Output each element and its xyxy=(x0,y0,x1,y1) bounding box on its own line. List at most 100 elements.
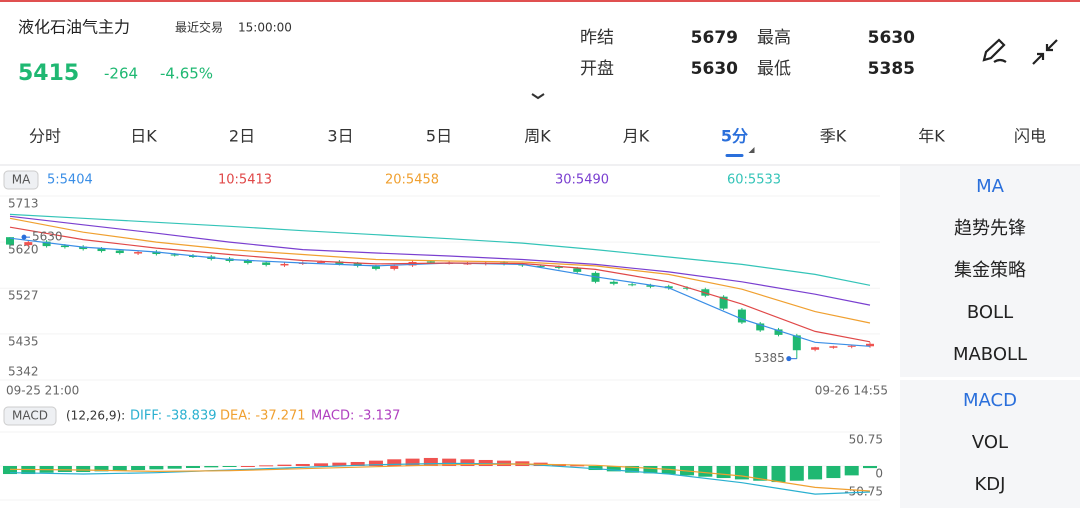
tab[interactable]: 月K xyxy=(623,127,650,146)
ma-line xyxy=(9,226,871,343)
edit-icon[interactable] xyxy=(982,38,1007,63)
macd-bar xyxy=(240,466,255,467)
macd-bar xyxy=(167,466,182,469)
candle-body xyxy=(152,251,161,255)
side-item[interactable]: KDJ xyxy=(975,474,1006,495)
candle-body xyxy=(683,287,692,289)
side-item[interactable]: MA xyxy=(976,176,1005,197)
expand-chevron[interactable] xyxy=(531,93,545,100)
tab[interactable]: 分时 xyxy=(29,127,61,146)
y-tick-label: 5342 xyxy=(8,365,39,379)
stat-label: 最高 xyxy=(757,28,791,48)
indicator: MACD xyxy=(12,409,48,423)
x-tick-label: 09-25 21:00 xyxy=(6,384,79,398)
macd-bar xyxy=(606,466,621,472)
candle-body xyxy=(628,284,637,286)
tab[interactable]: 5分 xyxy=(721,127,748,146)
change: -264 xyxy=(104,65,138,83)
y-tick-label: 5713 xyxy=(8,197,39,211)
candle-body xyxy=(24,242,33,246)
candle-body xyxy=(829,346,838,348)
ma-line xyxy=(9,237,871,347)
tab[interactable]: 闪电 xyxy=(1014,127,1046,146)
side-item[interactable]: 集金策略 xyxy=(954,260,1026,281)
ma-legend: 60:5533 xyxy=(727,173,781,188)
tab-caret xyxy=(748,147,755,153)
macd-legend: DIFF: -38.839 xyxy=(130,409,216,424)
stat-label: 开盘 xyxy=(580,59,614,79)
side-panel xyxy=(900,166,1080,508)
side-item[interactable]: MABOLL xyxy=(953,344,1027,365)
candle-body xyxy=(79,246,88,250)
tab[interactable]: 周K xyxy=(524,127,551,146)
candle-body xyxy=(811,347,820,350)
macd-bar xyxy=(863,466,877,469)
side-item[interactable]: MACD xyxy=(963,390,1017,411)
side-divider xyxy=(900,377,1080,380)
candle-body xyxy=(756,323,765,331)
ma-line xyxy=(9,215,871,306)
stat-value: 5630 xyxy=(691,59,738,79)
tab[interactable]: 年K xyxy=(918,127,945,146)
ma-legend: 10:5413 xyxy=(218,173,272,188)
candle-body xyxy=(774,329,783,335)
ma-line xyxy=(9,217,871,324)
macd-bar xyxy=(844,466,859,476)
y-tick-label: 5527 xyxy=(8,289,39,303)
stat-label: 昨结 xyxy=(580,28,614,48)
indicator: MA xyxy=(12,173,31,187)
side-item[interactable]: BOLL xyxy=(967,302,1013,323)
candle-body xyxy=(609,281,618,284)
y-tick-label: 5620 xyxy=(8,243,39,257)
macd-bar xyxy=(332,462,347,466)
candle-body xyxy=(719,296,728,309)
ma-legend: 20:5458 xyxy=(385,173,439,188)
ma-legend: 5:5404 xyxy=(47,173,93,188)
macd-bar xyxy=(808,466,823,480)
price: 5415 xyxy=(18,61,79,86)
change-pct: -4.65% xyxy=(160,65,213,83)
y-tick-label: -50.75 xyxy=(844,485,883,499)
candle-body xyxy=(134,252,143,254)
candle-body xyxy=(243,260,252,263)
indicator-box[interactable] xyxy=(3,170,39,190)
macd-bar xyxy=(588,466,603,471)
ma-legend: 30:5490 xyxy=(555,173,609,188)
candle-body xyxy=(115,250,124,254)
macd-bar xyxy=(753,466,768,481)
macd-bar xyxy=(771,466,786,483)
macd-bar xyxy=(277,464,292,466)
tab[interactable]: 季K xyxy=(820,127,847,146)
macd-params: (12,26,9): xyxy=(66,409,125,423)
low-label: 5385 xyxy=(754,351,785,365)
stat-value: 5385 xyxy=(868,59,915,79)
candle-body xyxy=(371,266,380,269)
candle-body xyxy=(792,335,801,351)
title: 液化石油气主力 xyxy=(18,18,130,37)
candle-body xyxy=(390,265,399,269)
macd-bar xyxy=(826,466,841,479)
tab[interactable]: 5日 xyxy=(426,127,452,146)
shrink-icon[interactable] xyxy=(1032,39,1058,65)
side-item[interactable]: 趋势先锋 xyxy=(954,218,1026,239)
candle-body xyxy=(737,309,746,323)
y-tick-label: 5435 xyxy=(8,334,39,348)
tab[interactable]: 2日 xyxy=(229,127,255,146)
candle-body xyxy=(262,262,271,265)
side-item[interactable]: VOL xyxy=(972,432,1008,453)
candle-body xyxy=(554,266,563,268)
macd-bar xyxy=(698,466,713,477)
candle-body xyxy=(97,248,106,252)
macd-bar xyxy=(314,463,329,466)
candle-body xyxy=(6,237,14,245)
candle-body xyxy=(573,268,582,272)
candle-body xyxy=(280,263,289,266)
macd-bar xyxy=(295,463,310,466)
tab[interactable]: 日K xyxy=(130,127,157,146)
tab[interactable]: 3日 xyxy=(327,127,353,146)
macd-bar xyxy=(3,466,17,475)
indicator-box[interactable] xyxy=(3,406,57,426)
macd-line xyxy=(9,462,871,495)
macd-bar xyxy=(423,457,438,466)
